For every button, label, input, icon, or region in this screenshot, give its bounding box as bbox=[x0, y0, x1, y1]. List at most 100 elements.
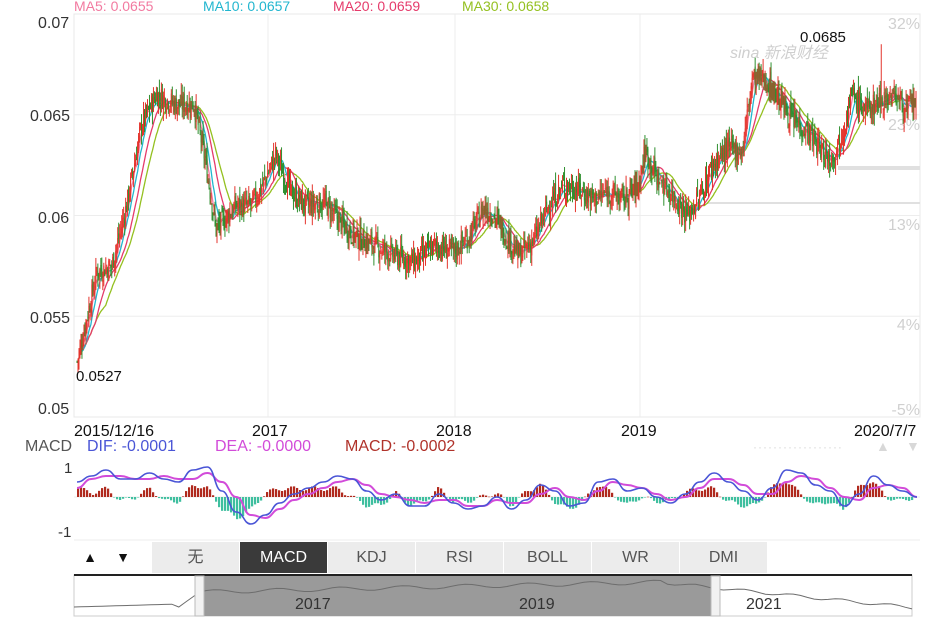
tab-kdj[interactable]: KDJ bbox=[328, 542, 416, 573]
candle-body bbox=[633, 179, 635, 186]
candle-body bbox=[82, 343, 84, 348]
candle-body bbox=[206, 154, 208, 182]
candle-body bbox=[572, 189, 574, 197]
candle-body bbox=[208, 181, 210, 188]
candle-body bbox=[871, 106, 873, 113]
candle-body bbox=[840, 145, 842, 148]
candle-body bbox=[530, 242, 532, 253]
macd-bar bbox=[86, 490, 89, 497]
zoom-out-button[interactable]: ▼ bbox=[116, 549, 130, 565]
tab-rsi[interactable]: RSI bbox=[416, 542, 504, 573]
macd-bar bbox=[188, 487, 191, 497]
tab-wr[interactable]: WR bbox=[592, 542, 680, 573]
candle-body bbox=[655, 167, 657, 172]
candle-body bbox=[463, 245, 465, 247]
tab-none[interactable]: 无 bbox=[152, 542, 240, 573]
candle-body bbox=[366, 235, 368, 249]
candle-body bbox=[749, 91, 751, 106]
macd-bar bbox=[629, 497, 632, 502]
candle-body bbox=[825, 149, 827, 168]
candle-body bbox=[304, 195, 306, 214]
candle-body bbox=[133, 171, 135, 179]
candle-body bbox=[757, 68, 759, 80]
candle-body bbox=[364, 250, 366, 252]
candle-body bbox=[428, 243, 430, 248]
macd-bar bbox=[482, 494, 485, 497]
candle-body bbox=[695, 205, 697, 218]
candle-body bbox=[318, 193, 320, 217]
candle-body bbox=[327, 198, 329, 219]
macd-bar bbox=[272, 488, 275, 497]
candle-body bbox=[252, 191, 254, 202]
candle-body bbox=[92, 281, 94, 292]
macd-bar bbox=[449, 497, 452, 501]
candle-body bbox=[302, 198, 304, 209]
candle-body bbox=[634, 175, 636, 197]
candle-body bbox=[681, 205, 683, 218]
candle-body bbox=[415, 258, 417, 272]
candle-body bbox=[762, 69, 764, 79]
candle-body bbox=[111, 264, 113, 267]
candle-body bbox=[386, 245, 388, 252]
candle-body bbox=[764, 79, 766, 84]
candle-body bbox=[120, 228, 122, 230]
candle-body bbox=[470, 232, 472, 242]
candle-body bbox=[677, 208, 679, 212]
candle-body bbox=[782, 93, 784, 105]
macd-bar bbox=[626, 497, 629, 503]
candle-body bbox=[565, 192, 567, 197]
candle-body bbox=[498, 217, 500, 219]
tab-boll[interactable]: BOLL bbox=[504, 542, 592, 573]
y-tick-label: 0.065 bbox=[30, 108, 70, 125]
candle-body bbox=[167, 103, 169, 110]
candle-body bbox=[786, 113, 788, 115]
candle-body bbox=[104, 270, 106, 277]
candle-body bbox=[510, 232, 512, 255]
candle-body bbox=[777, 88, 779, 99]
candle-body bbox=[281, 159, 283, 176]
candle-body bbox=[708, 166, 710, 173]
candle-body bbox=[844, 130, 846, 138]
macd-bar bbox=[779, 483, 782, 497]
candle-body bbox=[486, 212, 488, 216]
candle-body bbox=[443, 246, 445, 252]
range-scroller[interactable] bbox=[73, 574, 913, 617]
candle-body bbox=[792, 112, 794, 114]
candle-body bbox=[461, 231, 463, 243]
ma5-legend: MA5: 0.0655 bbox=[74, 0, 154, 14]
candle-body bbox=[419, 253, 421, 264]
candle-body bbox=[524, 241, 526, 249]
candle-body bbox=[773, 81, 775, 99]
candle-body bbox=[380, 250, 382, 252]
candle-body bbox=[416, 258, 418, 265]
candle-body bbox=[451, 242, 453, 244]
x-tick-label: 2019 bbox=[621, 423, 657, 440]
candle-body bbox=[836, 151, 838, 155]
macd-bar bbox=[557, 497, 560, 505]
y-tick-label: 0.05 bbox=[38, 401, 69, 418]
candle-body bbox=[219, 220, 221, 228]
tab-dmi[interactable]: DMI bbox=[680, 542, 768, 573]
pct-tick-label: 13% bbox=[888, 217, 920, 234]
scroll-down-icon[interactable]: ▼ bbox=[906, 438, 920, 454]
candle-body bbox=[99, 268, 101, 277]
candle-body bbox=[487, 207, 489, 220]
macd-bar bbox=[194, 486, 197, 497]
macd-bar bbox=[809, 497, 812, 503]
candle-body bbox=[289, 180, 291, 189]
macd-bar bbox=[566, 497, 569, 507]
macd-bar bbox=[674, 497, 677, 499]
candle-body bbox=[872, 94, 874, 116]
macd-bar bbox=[365, 497, 368, 508]
zoom-in-button[interactable]: ▲ bbox=[83, 549, 97, 565]
pct-y-axis: 32% 23% 13% 4% -5% bbox=[888, 16, 920, 419]
candle-body bbox=[441, 238, 443, 260]
tab-macd[interactable]: MACD bbox=[240, 542, 328, 573]
candle-body bbox=[816, 145, 818, 155]
candle-body bbox=[742, 146, 744, 148]
candle-body bbox=[835, 159, 837, 166]
candle-body bbox=[373, 251, 375, 256]
candle-body bbox=[267, 173, 269, 178]
scroll-up-icon[interactable]: ▲ bbox=[876, 438, 890, 454]
candle-body bbox=[870, 108, 872, 120]
